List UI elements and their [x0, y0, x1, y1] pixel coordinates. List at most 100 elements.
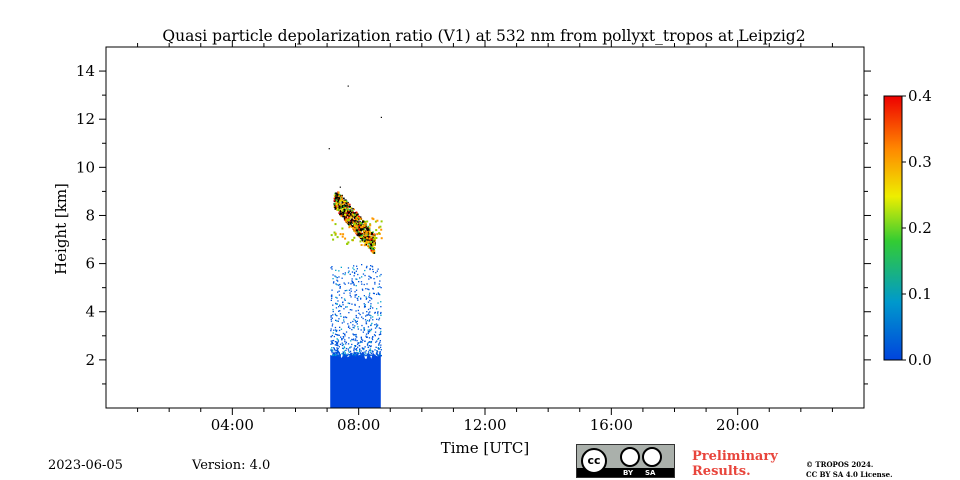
aerosol-pixel: [336, 351, 339, 354]
cirrus-pixel: [334, 223, 337, 226]
cirrus-pixel: [348, 213, 350, 216]
cirrus-pixel: [347, 217, 349, 220]
cirrus-pixel: [333, 199, 336, 202]
aerosol-pixel: [376, 270, 378, 272]
cirrus-pixel: [372, 241, 374, 244]
aerosol-pixel: [357, 342, 359, 344]
aerosol-pixel: [347, 323, 349, 325]
cirrus-pixel: [336, 207, 338, 210]
cirrus-pixel: [337, 208, 339, 210]
aerosol-pixel: [356, 320, 358, 322]
aerosol-pixel: [354, 296, 356, 298]
aerosol-pixel: [379, 351, 381, 354]
aerosol-pixel: [360, 337, 362, 339]
aerosol-pixel: [336, 353, 338, 355]
aerosol-pixel: [333, 329, 335, 331]
cirrus-pixel: [337, 201, 340, 204]
cirrus-pixel: [336, 192, 338, 195]
x-tick-label: 20:00: [716, 416, 759, 434]
aerosol-pixel: [351, 278, 353, 280]
aerosol-pixel: [337, 334, 339, 336]
cirrus-pixel: [358, 223, 360, 226]
aerosol-pixel: [368, 320, 370, 322]
aerosol-pixel: [351, 303, 353, 305]
cirrus-pixel: [351, 226, 353, 228]
aerosol-pixel: [341, 277, 343, 279]
cirrus-pixel: [371, 239, 373, 241]
cirrus-pixel: [362, 225, 365, 227]
aerosol-pixel: [335, 302, 337, 305]
aerosol-pixel: [356, 336, 358, 338]
aerosol-pixel: [374, 335, 376, 337]
aerosol-pixel: [337, 339, 339, 341]
cirrus-pixel: [333, 204, 336, 207]
aerosol-pixel: [380, 311, 382, 314]
aerosol-pixel: [358, 306, 360, 308]
cirrus-pixel: [339, 196, 341, 198]
aerosol-pixel: [337, 340, 340, 342]
aerosol-pixel: [331, 325, 333, 327]
aerosol-pixel: [337, 280, 339, 282]
stray-pixel: [339, 186, 341, 188]
cirrus-pixel: [373, 242, 376, 245]
aerosol-pixel: [371, 266, 374, 268]
cirrus-pixel: [340, 203, 342, 206]
cirrus-pixel: [359, 228, 362, 231]
aerosol-pixel: [372, 350, 374, 353]
aerosol-pixel: [344, 335, 346, 337]
colorbar-tick-label: 0.3: [908, 153, 932, 171]
aerosol-pixel: [342, 273, 344, 275]
cirrus-pixel: [363, 225, 366, 227]
aerosol-pixel: [342, 332, 345, 335]
cirrus-pixel: [370, 244, 373, 247]
cirrus-pixel: [350, 211, 353, 214]
cirrus-pixel: [353, 225, 356, 227]
x-tick-label: 12:00: [463, 416, 506, 434]
aerosol-pixel: [377, 314, 379, 316]
aerosol-pixel: [365, 354, 367, 357]
aerosol-pixel: [370, 306, 372, 308]
aerosol-pixel: [347, 350, 350, 352]
cirrus-pixel: [370, 237, 372, 239]
cirrus-pixel: [358, 234, 360, 237]
cirrus-pixel: [353, 226, 356, 229]
cirrus-pixel: [356, 212, 358, 214]
cc-license-badge[interactable]: cc BY SA: [576, 444, 675, 478]
colorbar: [883, 95, 903, 361]
aerosol-pixel: [344, 333, 346, 335]
aerosol-pixel: [370, 341, 372, 343]
cirrus-pixel: [360, 226, 363, 229]
cirrus-pixel: [368, 239, 370, 241]
aerosol-pixel: [332, 308, 334, 311]
aerosol-pixel: [343, 355, 346, 357]
cirrus-pixel: [341, 235, 344, 238]
aerosol-pixel: [355, 333, 357, 336]
aerosol-pixel: [352, 324, 354, 326]
aerosol-pixel: [344, 339, 346, 341]
aerosol-pixel: [370, 354, 373, 356]
aerosol-pixel: [354, 303, 356, 306]
aerosol-pixel: [343, 292, 345, 294]
preliminary-notice: Preliminary Results.: [692, 449, 778, 479]
aerosol-pixel: [344, 272, 346, 274]
aerosol-pixel: [352, 267, 354, 269]
aerosol-pixel: [364, 306, 366, 308]
cirrus-pixel: [356, 220, 358, 223]
aerosol-pixel: [376, 340, 378, 342]
aerosol-pixel: [362, 348, 364, 350]
cirrus-pixel: [335, 207, 337, 210]
copyright-line2: CC BY SA 4.0 License.: [806, 470, 893, 479]
aerosol-pixel: [368, 275, 370, 277]
aerosol-pixel: [332, 332, 334, 334]
aerosol-pixel: [365, 336, 368, 338]
aerosol-pixel: [368, 330, 370, 333]
cirrus-pixel: [369, 232, 371, 235]
aerosol-pixel: [353, 352, 356, 355]
aerosol-pixel: [330, 315, 332, 317]
aerosol-pixel: [357, 352, 359, 355]
cirrus-pixel: [342, 211, 344, 214]
aerosol-pixel: [355, 270, 357, 272]
aerosol-pixel: [331, 350, 333, 353]
cirrus-pixel: [373, 241, 376, 244]
cirrus-pixel: [339, 233, 342, 236]
